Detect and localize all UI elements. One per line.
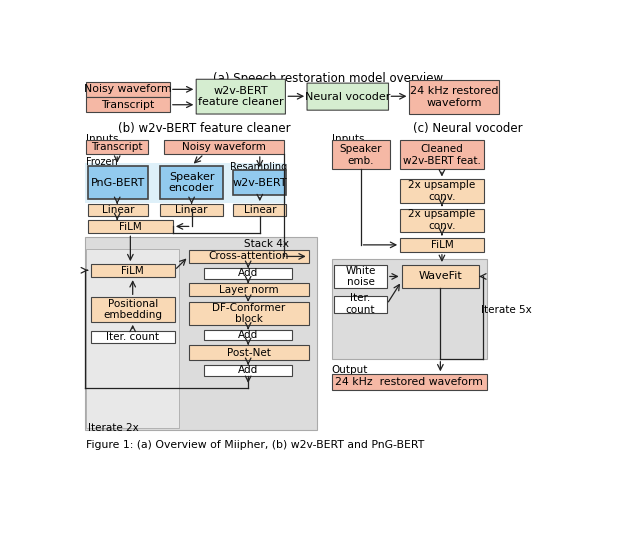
Text: (c) Neural vocoder: (c) Neural vocoder bbox=[413, 121, 522, 135]
FancyBboxPatch shape bbox=[86, 249, 179, 428]
FancyBboxPatch shape bbox=[160, 204, 223, 216]
Text: Add: Add bbox=[238, 365, 259, 375]
FancyBboxPatch shape bbox=[86, 140, 148, 154]
Text: Iter.
count: Iter. count bbox=[346, 293, 375, 315]
FancyBboxPatch shape bbox=[91, 297, 175, 322]
FancyBboxPatch shape bbox=[160, 166, 223, 199]
FancyBboxPatch shape bbox=[334, 296, 387, 312]
FancyBboxPatch shape bbox=[84, 163, 286, 203]
Text: Neural vocoder: Neural vocoder bbox=[305, 92, 390, 102]
FancyBboxPatch shape bbox=[164, 140, 284, 154]
Text: WaveFit: WaveFit bbox=[419, 272, 462, 282]
Text: Inputs: Inputs bbox=[332, 134, 364, 144]
Text: 2x upsample
conv.: 2x upsample conv. bbox=[408, 209, 476, 231]
FancyBboxPatch shape bbox=[204, 365, 292, 376]
Text: FiLM: FiLM bbox=[122, 266, 144, 275]
Text: Speaker
emb.: Speaker emb. bbox=[340, 144, 382, 166]
FancyBboxPatch shape bbox=[400, 140, 484, 169]
Text: Iterate 2x: Iterate 2x bbox=[88, 423, 138, 433]
Text: Positional
embedding: Positional embedding bbox=[103, 299, 162, 320]
Text: Linear: Linear bbox=[244, 205, 276, 215]
FancyBboxPatch shape bbox=[91, 264, 175, 277]
Text: 24 kHz restored
waveform: 24 kHz restored waveform bbox=[410, 86, 498, 108]
FancyBboxPatch shape bbox=[189, 345, 308, 360]
FancyBboxPatch shape bbox=[88, 220, 173, 233]
Text: Stack 4x: Stack 4x bbox=[243, 238, 289, 249]
FancyBboxPatch shape bbox=[84, 237, 317, 429]
FancyBboxPatch shape bbox=[410, 80, 499, 114]
FancyBboxPatch shape bbox=[334, 265, 387, 288]
Text: Noisy waveform: Noisy waveform bbox=[84, 84, 172, 94]
Text: Frozen: Frozen bbox=[86, 157, 118, 167]
Text: Inputs: Inputs bbox=[86, 134, 118, 144]
Text: PnG-BERT: PnG-BERT bbox=[91, 178, 145, 188]
Text: 2x upsample
conv.: 2x upsample conv. bbox=[408, 180, 476, 202]
FancyBboxPatch shape bbox=[402, 265, 479, 288]
Text: FiLM: FiLM bbox=[119, 222, 141, 232]
FancyBboxPatch shape bbox=[86, 97, 170, 113]
Text: (b) w2v-BERT feature cleaner: (b) w2v-BERT feature cleaner bbox=[118, 121, 291, 135]
FancyBboxPatch shape bbox=[86, 82, 170, 97]
FancyBboxPatch shape bbox=[234, 204, 286, 216]
FancyBboxPatch shape bbox=[400, 209, 484, 232]
FancyBboxPatch shape bbox=[400, 179, 484, 203]
FancyBboxPatch shape bbox=[332, 259, 487, 359]
FancyBboxPatch shape bbox=[88, 204, 148, 216]
FancyBboxPatch shape bbox=[196, 79, 285, 114]
Text: Output: Output bbox=[332, 365, 368, 375]
FancyBboxPatch shape bbox=[234, 170, 286, 195]
Text: 24 kHz  restored waveform: 24 kHz restored waveform bbox=[335, 377, 483, 387]
Text: Post-Net: Post-Net bbox=[227, 348, 271, 358]
Text: Resampling: Resampling bbox=[230, 162, 287, 172]
Text: Linear: Linear bbox=[175, 205, 208, 215]
FancyBboxPatch shape bbox=[91, 331, 175, 343]
FancyBboxPatch shape bbox=[204, 330, 292, 341]
Text: Noisy waveform: Noisy waveform bbox=[182, 142, 266, 152]
Text: w2v-BERT: w2v-BERT bbox=[232, 178, 287, 188]
Text: w2v-BERT
feature cleaner: w2v-BERT feature cleaner bbox=[198, 86, 284, 108]
FancyBboxPatch shape bbox=[307, 83, 388, 110]
Text: Speaker
encoder: Speaker encoder bbox=[169, 172, 214, 193]
Text: White
noise: White noise bbox=[346, 266, 376, 287]
Text: Cross-attention: Cross-attention bbox=[209, 251, 289, 262]
Text: (a) Speech restoration model overview: (a) Speech restoration model overview bbox=[213, 72, 443, 84]
Text: Add: Add bbox=[238, 330, 259, 340]
Text: Iterate 5x: Iterate 5x bbox=[481, 305, 532, 315]
Text: Transcript: Transcript bbox=[101, 100, 155, 110]
FancyBboxPatch shape bbox=[88, 166, 148, 199]
Text: Iter. count: Iter. count bbox=[106, 332, 159, 342]
Text: Transcript: Transcript bbox=[92, 142, 143, 152]
Text: DF-Conformer
block: DF-Conformer block bbox=[212, 302, 285, 324]
FancyBboxPatch shape bbox=[332, 140, 390, 169]
Text: Cleaned
w2v-BERT feat.: Cleaned w2v-BERT feat. bbox=[403, 144, 481, 166]
FancyBboxPatch shape bbox=[189, 283, 308, 296]
Text: Figure 1: (a) Overview of Miipher, (b) w2v-BERT and PnG-BERT: Figure 1: (a) Overview of Miipher, (b) w… bbox=[86, 440, 424, 450]
FancyBboxPatch shape bbox=[400, 238, 484, 252]
FancyBboxPatch shape bbox=[204, 268, 292, 279]
Text: Add: Add bbox=[238, 268, 259, 278]
FancyBboxPatch shape bbox=[332, 374, 487, 390]
Text: FiLM: FiLM bbox=[431, 240, 453, 250]
FancyBboxPatch shape bbox=[189, 302, 308, 325]
FancyBboxPatch shape bbox=[189, 250, 308, 263]
Text: Layer norm: Layer norm bbox=[219, 285, 278, 295]
Text: Linear: Linear bbox=[102, 205, 134, 215]
